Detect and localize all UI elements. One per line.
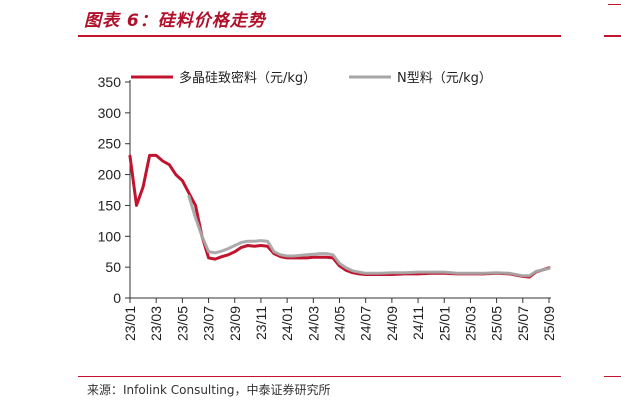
legend-item-ntype-label: N型料（元/kg） [397, 71, 492, 86]
x-tick-label: 23/07 [201, 306, 217, 341]
y-tick-label: 350 [98, 74, 122, 90]
title-divider [78, 35, 561, 37]
title-bar: 图表 6：硅料价格走势 [0, 0, 561, 38]
x-tick-label: 25/01 [436, 306, 452, 341]
footer-divider [78, 376, 561, 377]
x-tick-label: 25/09 [541, 306, 557, 341]
x-tick-label: 23/09 [227, 306, 243, 341]
series-line-polysilicon [128, 153, 551, 279]
chart-series [128, 153, 551, 279]
y-tick-label: 300 [98, 105, 122, 121]
x-tick-label: 25/03 [462, 306, 478, 341]
y-tick-label: 150 [98, 197, 122, 213]
x-tick-label: 24/03 [305, 306, 321, 341]
source-note: 来源：Infolink Consulting，中泰证券研究所 [87, 383, 331, 397]
x-tick-label: 24/05 [332, 306, 348, 341]
series-line-ntype [187, 194, 551, 278]
x-tick-label: 23/05 [174, 306, 190, 341]
legend-item-polysilicon-label: 多晶硅致密料（元/kg） [179, 70, 316, 86]
y-tick-label: 250 [98, 136, 122, 152]
x-tick-label: 24/09 [384, 306, 400, 341]
x-tick-label: 25/07 [515, 306, 531, 341]
y-tick-label: 200 [98, 167, 122, 183]
footer-side-rule [604, 376, 621, 377]
side-decoration-rule [604, 35, 621, 37]
y-tick-label: 100 [98, 228, 122, 244]
figure-title: 图表 6：硅料价格走势 [84, 11, 266, 31]
x-tick-label: 25/05 [489, 306, 505, 341]
x-tick-label: 23/03 [148, 306, 164, 341]
x-tick-label: 23/01 [122, 306, 138, 341]
x-tick-label: 24/01 [279, 306, 295, 341]
chart-axes: 0 50 100 150 200 250 300 350 23/01 23/03 23/05 23/0… [98, 74, 557, 341]
chart-legend: 多晶硅致密料（元/kg） N型料（元/kg） [131, 70, 492, 86]
y-tick-label: 0 [113, 290, 121, 306]
x-tick-label: 24/07 [358, 306, 374, 341]
x-tick-label: 24/11 [410, 306, 426, 340]
side-decoration-top [608, 4, 621, 5]
y-tick-label: 50 [105, 259, 121, 275]
x-tick-label: 23/11 [253, 306, 269, 340]
